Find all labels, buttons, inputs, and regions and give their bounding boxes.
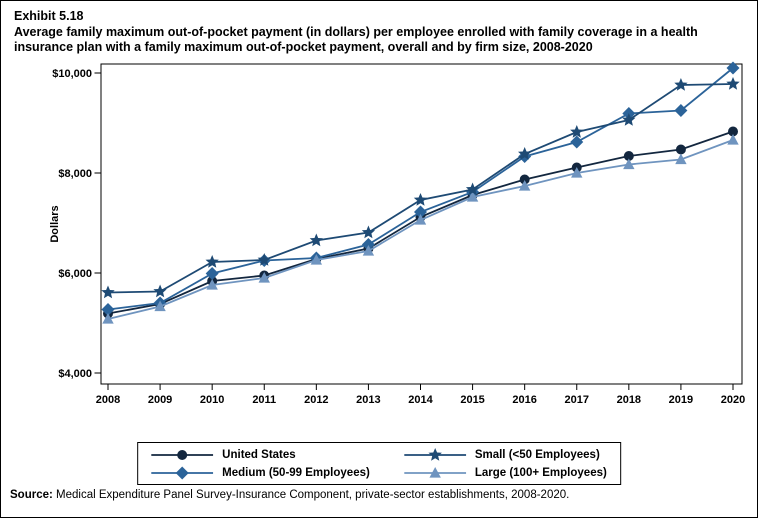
data-point-large-100-employees (414, 214, 427, 225)
data-point-large-100-employees (571, 167, 583, 178)
x-tick-label: 2019 (669, 394, 693, 406)
x-tick-label: 2010 (200, 394, 224, 406)
data-point-medium-50-99-employees (674, 104, 688, 117)
series-line-medium-50-99-employees (107, 67, 734, 311)
source-note: Source: Medical Expenditure Panel Survey… (10, 489, 569, 501)
data-point-medium-50-99-employees (414, 205, 427, 219)
data-point-large-100-employees (102, 313, 114, 324)
legend-item-united-states: United States (151, 446, 370, 463)
y-tick-label: $4,000 (58, 368, 92, 380)
data-point-large-100-employees (362, 245, 375, 256)
data-point-small-50-employees (153, 284, 167, 298)
legend-label-united-states: United States (222, 448, 296, 461)
data-point-united-states (519, 174, 530, 185)
data-point-small-50-employees (361, 225, 376, 239)
y-tick-label: $10,000 (52, 68, 92, 80)
data-point-large-100-employees (675, 153, 687, 165)
legend-item-large-100-employees: Large (100+ Employees) (403, 464, 607, 481)
x-tick-label: 2015 (460, 394, 484, 406)
data-point-large-100-employees (310, 254, 323, 265)
legend-item-small-50-employees: Small (<50 Employees) (403, 446, 607, 463)
data-point-small-50-employees (622, 113, 636, 126)
x-tick-label: 2014 (408, 394, 433, 406)
data-point-large-100-employees (258, 272, 270, 283)
x-tick-label: 2012 (304, 394, 328, 406)
x-tick-label: 2016 (512, 394, 536, 406)
x-tick-label: 2020 (721, 394, 745, 406)
data-point-small-50-employees (465, 182, 480, 196)
data-point-medium-50-99-employees (205, 267, 219, 280)
data-point-medium-50-99-employees (570, 135, 584, 149)
data-point-large-100-employees (206, 279, 218, 290)
legend-label-small-50-employees: Small (<50 Employees) (474, 448, 600, 461)
exhibit-number: Exhibit 5.18 (14, 9, 84, 23)
y-tick-label: $6,000 (58, 268, 92, 280)
circle-marker-icon (151, 449, 214, 460)
data-point-large-100-employees (154, 300, 166, 312)
x-tick-label: 2018 (617, 394, 641, 406)
data-point-small-50-employees (101, 285, 115, 299)
data-point-united-states (623, 151, 634, 161)
data-point-united-states (728, 126, 738, 137)
data-point-medium-50-99-employees (101, 303, 115, 316)
source-text: Medical Expenditure Panel Survey-Insuran… (52, 489, 570, 501)
x-tick-label: 2009 (148, 394, 172, 406)
y-axis-label: Dollars (49, 205, 61, 242)
source-label: Source: (10, 489, 53, 501)
data-point-small-50-employees (205, 255, 219, 268)
title-block: Exhibit 5.18 Average family maximum out-… (14, 9, 748, 56)
diamond-marker-icon (151, 466, 214, 479)
data-point-small-50-employees (674, 78, 688, 91)
data-point-united-states (675, 144, 686, 155)
data-point-medium-50-99-employees (726, 61, 740, 75)
series-line-small-50-employees (107, 83, 734, 294)
data-point-small-50-employees (518, 147, 532, 160)
x-tick-label: 2011 (252, 394, 276, 406)
legend-item-medium-50-99-employees: Medium (50-99 Employees) (151, 464, 370, 481)
triangle-marker-icon (403, 466, 466, 478)
data-point-small-50-employees (570, 125, 584, 138)
data-point-small-50-employees (309, 233, 323, 247)
line-chart-plot: $4,000 $6,000 $8,000 $10,000 2008 2009 2010 201… (49, 61, 745, 406)
x-tick-label: 2017 (565, 394, 589, 406)
chart-title: Average family maximum out-of-pocket pay… (14, 24, 698, 55)
data-point-large-100-employees (727, 134, 739, 145)
data-point-large-100-employees (466, 191, 479, 202)
x-tick-label: 2008 (96, 394, 120, 406)
plot-frame (100, 63, 743, 385)
data-point-small-50-employees (726, 77, 740, 90)
chart-legend: United States Small (<50 Employees) Medium… (137, 442, 621, 485)
data-point-medium-50-99-employees (361, 238, 375, 251)
y-tick-label: $8,000 (58, 168, 92, 180)
star-marker-icon (403, 447, 466, 461)
data-point-small-50-employees (257, 253, 271, 266)
data-point-large-100-employees (518, 180, 531, 191)
data-point-small-50-employees (413, 193, 428, 206)
legend-label-medium-50-99-employees: Medium (50-99 Employees) (222, 466, 370, 479)
legend-label-large-100-employees: Large (100+ Employees) (474, 466, 607, 479)
data-point-large-100-employees (623, 158, 635, 170)
series-line-large-100-employees (107, 139, 734, 320)
x-tick-label: 2013 (356, 394, 380, 406)
